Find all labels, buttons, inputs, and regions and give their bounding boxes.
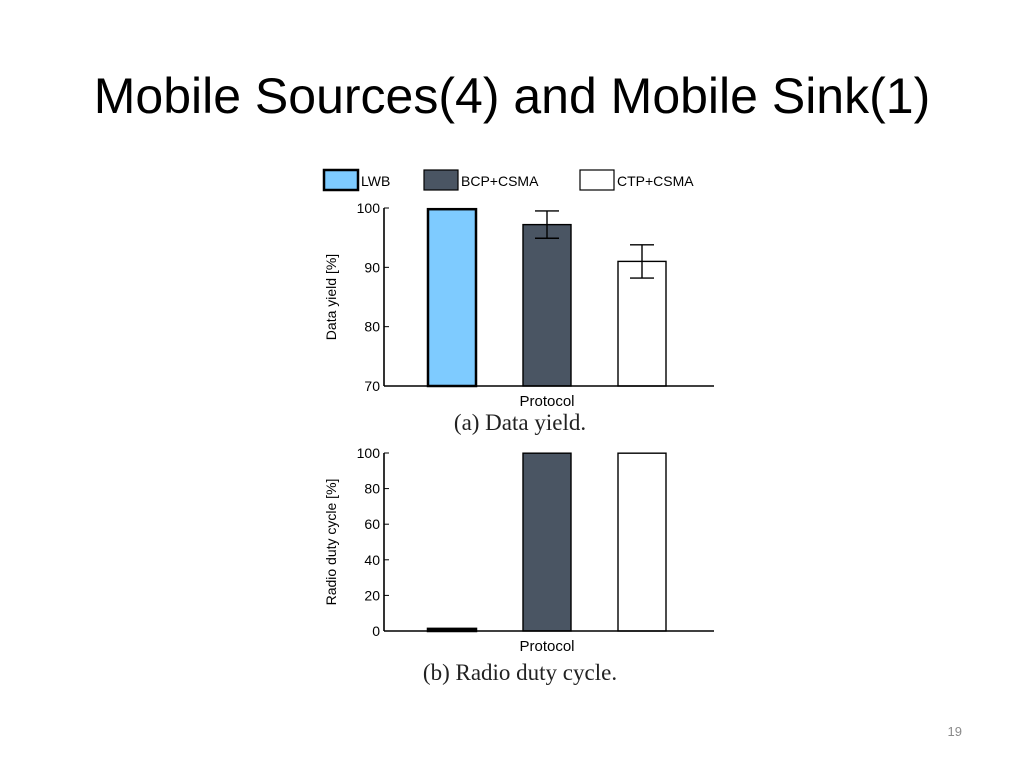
y-tick-label: 80 xyxy=(364,481,380,497)
legend-label: CTP+CSMA xyxy=(617,173,694,189)
data-yield-bar-2 xyxy=(617,260,667,387)
figure: LWB BCP+CSMA CTP+CSMA 70 80 90 100 Protocol Dat… xyxy=(300,160,740,700)
chart-data-yield: 70 80 90 100 Protocol Data yield [%] xyxy=(323,200,714,410)
x-axis-label: Protocol xyxy=(519,393,574,410)
legend-swatch xyxy=(579,169,615,191)
chart-b-caption: (b) Radio duty cycle. xyxy=(422,660,618,685)
y-tick-label: 20 xyxy=(364,587,380,603)
legend-label: BCP+CSMA xyxy=(461,173,539,189)
duty-cycle-bar-2 xyxy=(617,452,667,632)
data-yield-bar-0 xyxy=(426,207,478,388)
data-yield-bar-1 xyxy=(522,223,572,387)
y-tick-label: 0 xyxy=(372,623,380,639)
slide-title: Mobile Sources(4) and Mobile Sink(1) xyxy=(93,68,931,124)
y-tick-label: 80 xyxy=(364,319,380,335)
y-tick-label: 70 xyxy=(364,378,380,394)
y-axis-label: Radio duty cycle [%] xyxy=(323,479,339,606)
y-tick-label: 100 xyxy=(357,200,381,216)
y-tick-label: 100 xyxy=(357,445,381,461)
x-axis-label: Protocol xyxy=(519,638,574,655)
legend-swatch xyxy=(322,168,360,192)
y-tick-label: 40 xyxy=(364,552,380,568)
chart-a-caption: (a) Data yield. xyxy=(453,410,587,435)
chart-radio-duty-cycle: 0 20 40 60 80 100 Protocol Radio duty cycle [%] xyxy=(323,445,714,655)
chart-legend: LWB BCP+CSMA CTP+CSMA xyxy=(322,168,694,192)
legend-swatch xyxy=(423,169,459,191)
page-number: 19 xyxy=(947,724,962,739)
legend-label: LWB xyxy=(361,173,390,189)
y-tick-label: 90 xyxy=(364,259,380,275)
y-tick-label: 60 xyxy=(364,516,380,532)
duty-cycle-bar-1 xyxy=(522,452,572,632)
y-axis-label: Data yield [%] xyxy=(323,254,339,340)
